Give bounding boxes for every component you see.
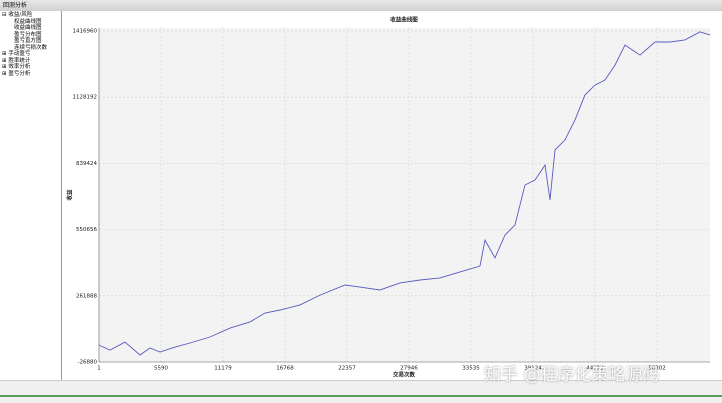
x-axis-label: 交易次数 <box>393 371 416 379</box>
y-tick-label: 1416960 <box>73 28 98 34</box>
x-tick-label: 44713 <box>586 366 604 372</box>
tree-node[interactable]: 盈亏直方图 <box>14 38 42 44</box>
tree-label: 收益/风险 <box>8 12 33 18</box>
tree-label: 胜率统计 <box>8 57 31 64</box>
tree-label: 盈亏分析 <box>8 70 31 77</box>
equity-line <box>98 31 711 356</box>
tree-label: 手动盈亏 <box>8 51 31 57</box>
plot-area <box>99 28 710 362</box>
y-tick-label: 839424 <box>76 161 97 167</box>
x-tick-label: 5590 <box>154 366 168 372</box>
tree-node[interactable]: ⊞ 胜率统计 <box>2 57 31 64</box>
tree-panel: ⊟ 收益/风险 权益曲线图 收益曲线图 盈亏分布图 盈亏直方图 连续亏损次数 ⊞… <box>0 11 62 381</box>
y-tick-label: 550656 <box>76 227 97 233</box>
watermark: 知乎 @程序化策略源码 <box>484 365 660 385</box>
title-bar: 回测分析 <box>0 0 722 11</box>
y-axis-label: 收益 <box>66 189 74 201</box>
status-line <box>0 395 722 397</box>
tree-node[interactable]: ⊞ 盈亏分析 <box>2 70 31 77</box>
x-tick-label: 22357 <box>338 366 356 372</box>
x-tick-label: 27946 <box>400 366 418 372</box>
tree-node[interactable]: ⊟ 收益/风险 <box>2 12 33 18</box>
y-tick-label: -26880 <box>78 360 98 366</box>
y-tick-label: 1128192 <box>73 95 98 101</box>
tree-label: 效率分析 <box>8 64 31 70</box>
chart: 收益曲线图 交易次数 收益 -2688026188855065683942411… <box>62 11 722 380</box>
tree-node[interactable]: 盈亏分布图 <box>14 31 42 38</box>
x-tick-label: 33535 <box>462 366 480 372</box>
x-tick-label: 39124 <box>524 366 542 372</box>
x-tick-label: 11179 <box>214 366 232 372</box>
y-tick-label: 261888 <box>76 293 97 299</box>
tree-node[interactable]: 权益曲线图 <box>14 18 42 25</box>
x-tick-label: 16768 <box>276 366 294 372</box>
tree-node[interactable]: ⊞ 手动盈亏 <box>2 51 31 57</box>
x-tick-label: 50302 <box>648 366 666 372</box>
status-bar <box>0 380 722 403</box>
tree-node[interactable]: ⊞ 效率分析 <box>2 64 31 70</box>
chart-title: 收益曲线图 <box>390 16 418 24</box>
x-tick-label: 1 <box>97 366 101 372</box>
tree-node[interactable]: 收益曲线图 <box>14 25 42 31</box>
tree-node[interactable]: 连续亏损次数 <box>14 44 48 51</box>
